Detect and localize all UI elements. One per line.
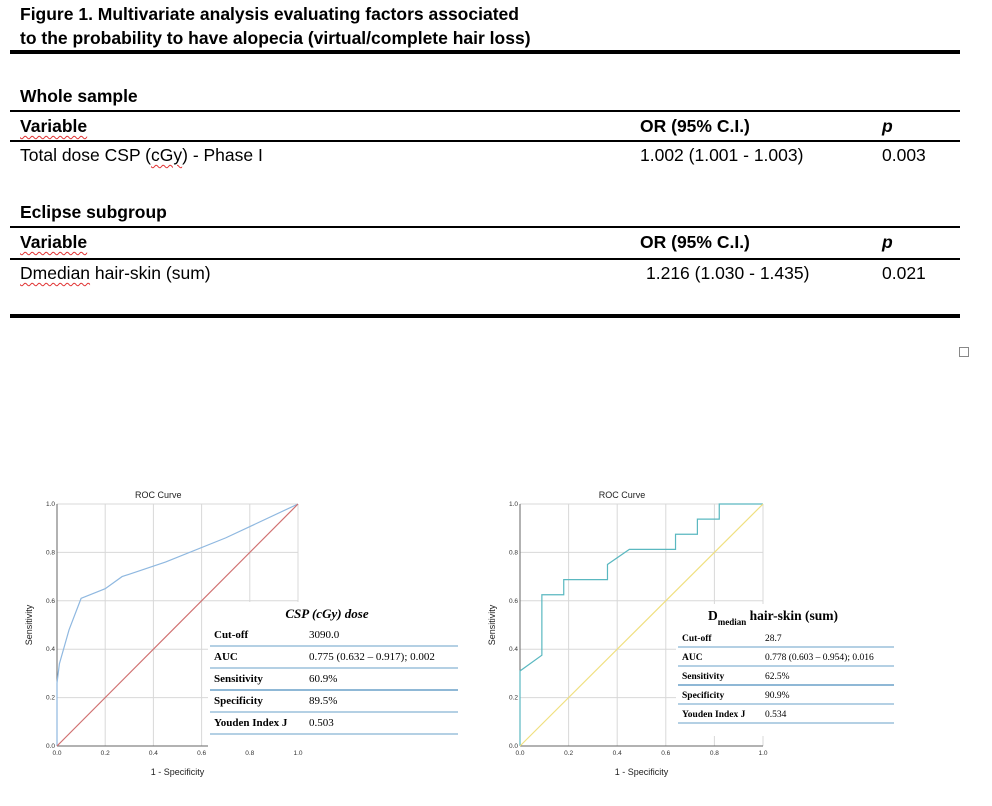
stats-value: 0.775 (0.632 – 0.917); 0.002: [309, 651, 435, 663]
y-tick-label: 0.2: [46, 695, 55, 702]
x-tick-label: 0.6: [661, 750, 670, 757]
header-p: p: [882, 232, 893, 252]
y-tick-label: 0.6: [509, 598, 518, 605]
row-p-total-dose: 0.003: [882, 145, 926, 165]
y-tick-label: 0.8: [46, 549, 55, 556]
x-tick-label: 0.8: [245, 750, 254, 757]
x-tick-label: 1.0: [758, 750, 767, 757]
x-axis-label: 1 - Specificity: [615, 767, 669, 777]
y-tick-label: 0.2: [509, 695, 518, 702]
stats-background: [208, 602, 458, 748]
stats-table: Dmedian hair-skin (sum) Cut-off 28.7 AUC 0.7…: [676, 604, 894, 736]
row-variable-text: Dmedian hair-skin (sum): [20, 263, 211, 283]
stats-label: Sensitivity: [214, 673, 263, 685]
y-tick-label: 0.0: [46, 743, 55, 750]
row-variable-text: Total dose CSP (cGy) - Phase I: [20, 145, 263, 165]
row-p-dmedian: 0.021: [882, 263, 926, 283]
header-variable-text: Variable: [20, 116, 88, 136]
stats-value: 0.534: [765, 710, 787, 720]
roc-chart-csp-dose: 0.00.0 0.2 0.2 0.4 0.4 0.6 0.6 0.8 0.8 1.0 1.0 ROC …: [24, 490, 458, 777]
header-or: OR (95% C.I.): [640, 116, 750, 136]
stats-background: [676, 604, 894, 736]
y-axis-label: Sensitivity: [487, 604, 497, 645]
stats-value: 28.7: [765, 634, 782, 644]
stats-title-rest: hair-skin (sum): [746, 608, 838, 623]
header-p: p: [882, 116, 893, 136]
y-tick-label: 1.0: [46, 501, 55, 508]
x-tick-label: 0.2: [564, 750, 573, 757]
y-tick-label: 0.8: [509, 549, 518, 556]
x-axis-label: 1 - Specificity: [151, 767, 205, 777]
stats-label: Specificity: [214, 695, 263, 707]
x-tick-label: 0.4: [149, 750, 158, 757]
stats-value: 0.503: [309, 717, 334, 729]
chart-title: ROC Curve: [135, 490, 182, 500]
x-tick-label: 0.8: [710, 750, 719, 757]
section-heading-eclipse-subgroup: Eclipse subgroup: [20, 202, 167, 222]
stats-value: 62.5%: [765, 672, 790, 682]
stats-label: AUC: [214, 651, 238, 663]
y-tick-label: 0.6: [46, 598, 55, 605]
x-tick-label: 0.2: [101, 750, 110, 757]
stats-value: 3090.0: [309, 629, 340, 641]
table-bottom-rule: [10, 314, 960, 318]
stats-title: CSP (cGy) dose: [285, 606, 369, 621]
x-tick-label: 0.0: [515, 750, 524, 757]
reference-line: [56, 503, 299, 747]
stats-label: Specificity: [682, 691, 724, 701]
figure-title: Figure 1. Multivariate analysis evaluati…: [20, 2, 720, 50]
stats-title-main: D: [708, 608, 718, 623]
stats-label: Youden Index J: [214, 717, 288, 729]
checkbox-icon[interactable]: [959, 347, 969, 357]
stats-value: 0.778 (0.603 – 0.954); 0.016: [765, 652, 874, 663]
figure-title-line-2: to the probability to have alopecia (vir…: [20, 28, 531, 48]
y-axis-label: Sensitivity: [24, 604, 34, 645]
row-or-total-dose: 1.002 (1.001 - 1.003): [640, 145, 804, 165]
stats-label: Cut-off: [682, 634, 712, 644]
figure-title-line-1: Figure 1. Multivariate analysis evaluati…: [20, 4, 519, 24]
stats-value: 89.5%: [309, 695, 337, 707]
header-variable-text: Variable: [20, 232, 88, 252]
y-tick-label: 1.0: [509, 501, 518, 508]
stats-label: Cut-off: [214, 629, 249, 641]
x-tick-label: 0.6: [197, 750, 206, 757]
row-variable-dmedian: Dmedian hair-skin (sum): [20, 262, 211, 284]
header-variable: Variable: [20, 231, 87, 253]
table-rule: [10, 140, 960, 142]
header-or: OR (95% C.I.): [640, 232, 750, 252]
roc-chart-dmedian: 0.00.0 0.2 0.2 0.4 0.4 0.6 0.6 0.8 0.8 1.0 1.0 ROC …: [487, 490, 894, 777]
y-tick-label: 0.4: [46, 646, 55, 653]
spellcheck-word: cGy: [151, 145, 183, 165]
stats-label: Youden Index J: [682, 710, 746, 720]
table-rule: [10, 226, 960, 228]
x-tick-label: 0.0: [52, 750, 61, 757]
chart-title: ROC Curve: [599, 490, 646, 500]
roc-curve: [56, 503, 299, 746]
spellcheck-word: Dmedian: [20, 263, 91, 283]
reference-line: [519, 503, 764, 747]
x-tick-label: 1.0: [293, 750, 302, 757]
stats-title-sub: median: [718, 617, 747, 627]
stats-label: AUC: [682, 653, 703, 663]
table-top-rule: [10, 50, 960, 54]
stats-label: Sensitivity: [682, 672, 724, 682]
row-or-dmedian: 1.216 (1.030 - 1.435): [646, 263, 810, 283]
roc-curve: [519, 503, 763, 746]
y-tick-label: 0.4: [509, 646, 518, 653]
stats-value: 90.9%: [765, 691, 790, 701]
stats-value: 60.9%: [309, 673, 337, 685]
table-rule: [10, 258, 960, 260]
stats-title: Dmedian hair-skin (sum): [708, 608, 838, 627]
stats-table: CSP (cGy) dose Cut-off 3090.0 AUC 0.775 (0.6…: [208, 602, 458, 748]
y-tick-label: 0.0: [509, 743, 518, 750]
header-variable: Variable: [20, 115, 87, 137]
table-rule: [10, 110, 960, 112]
section-heading-whole-sample: Whole sample: [20, 86, 138, 106]
row-variable-total-dose: Total dose CSP (cGy) - Phase I: [20, 144, 263, 166]
x-tick-label: 0.4: [613, 750, 622, 757]
